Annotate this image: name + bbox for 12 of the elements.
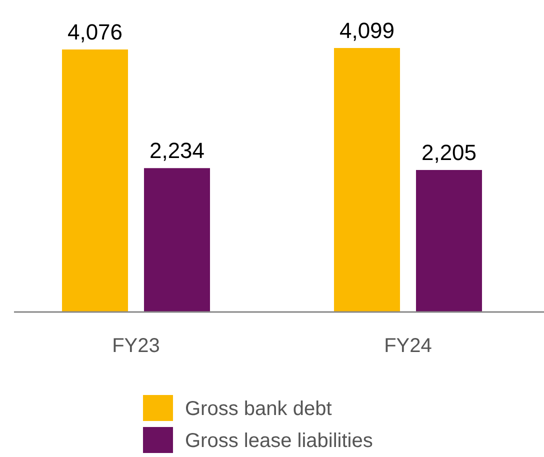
legend-label: Gross bank debt (185, 398, 332, 420)
data-label: 2,234 (149, 138, 205, 164)
bar (144, 168, 210, 312)
data-label: 4,076 (67, 19, 123, 44)
bar (334, 48, 400, 312)
data-label: 2,205 (421, 140, 477, 165)
bar (62, 49, 128, 312)
data-label: 4,099 (339, 18, 395, 43)
x-tick-label: FY24 (384, 335, 432, 357)
x-tick-label: FY23 (112, 335, 160, 357)
bar (416, 170, 482, 312)
legend-label: Gross lease liabilities (185, 430, 373, 452)
